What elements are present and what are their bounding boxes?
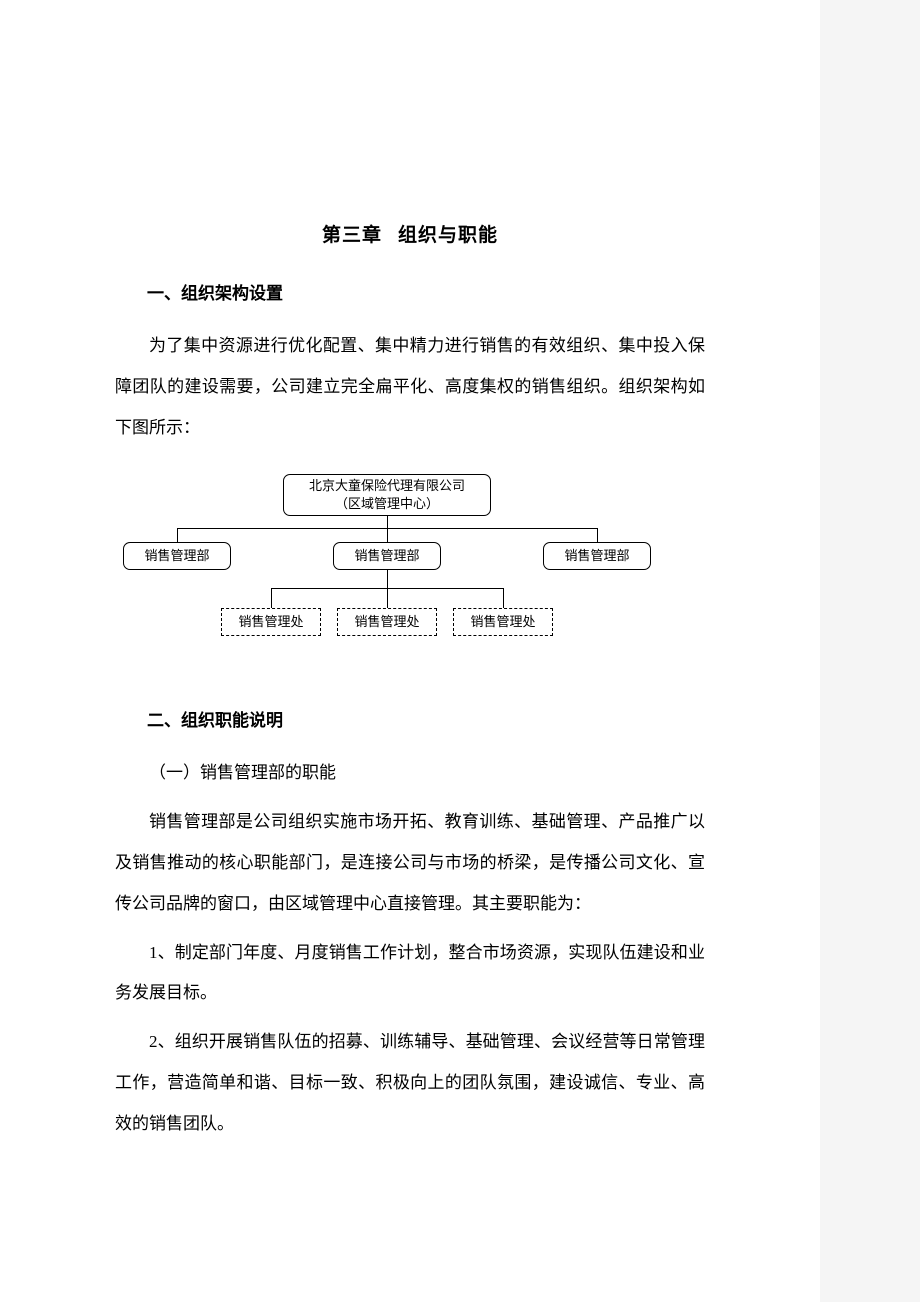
org-node-dept-1: 销售管理部 [123, 542, 231, 570]
connector [271, 588, 272, 608]
org-node-office-3: 销售管理处 [453, 608, 553, 636]
section2-item2: 2、组织开展销售队伍的招募、训练辅导、基础管理、会议经营等日常管理工作，营造简单… [115, 1022, 705, 1144]
section1-paragraph: 为了集中资源进行优化配置、集中精力进行销售的有效组织、集中投入保障团队的建设需要… [115, 326, 705, 448]
org-root-line2: （区域管理中心） [284, 495, 490, 513]
connector [387, 528, 388, 542]
connector [177, 528, 178, 542]
org-chart: 北京大童保险代理有限公司 （区域管理中心） 销售管理部 销售管理部 销售管理部 … [115, 474, 705, 654]
org-node-root: 北京大童保险代理有限公司 （区域管理中心） [283, 474, 491, 516]
connector [503, 588, 504, 608]
org-root-line1: 北京大童保险代理有限公司 [284, 477, 490, 495]
section-heading-2: 二、组织职能说明 [115, 706, 705, 731]
section-heading-1: 一、组织架构设置 [115, 279, 705, 304]
chapter-name: 组织与职能 [398, 225, 498, 246]
connector [387, 516, 388, 528]
document-page: 第三章组织与职能 一、组织架构设置 为了集中资源进行优化配置、集中精力进行销售的… [0, 0, 820, 1302]
subsection-1: （一）销售管理部的职能 [115, 753, 705, 794]
section2-item1: 1、制定部门年度、月度销售工作计划，整合市场资源，实现队伍建设和业务发展目标。 [115, 933, 705, 1015]
connector [597, 528, 598, 542]
section2-para1: 销售管理部是公司组织实施市场开拓、教育训练、基础管理、产品推广以及销售推动的核心… [115, 802, 705, 924]
chapter-title: 第三章组织与职能 [115, 220, 705, 247]
org-node-office-2: 销售管理处 [337, 608, 437, 636]
org-node-office-1: 销售管理处 [221, 608, 321, 636]
org-node-dept-2: 销售管理部 [333, 542, 441, 570]
connector [387, 588, 388, 608]
connector [387, 570, 388, 588]
org-node-dept-3: 销售管理部 [543, 542, 651, 570]
chapter-label: 第三章 [322, 225, 382, 246]
